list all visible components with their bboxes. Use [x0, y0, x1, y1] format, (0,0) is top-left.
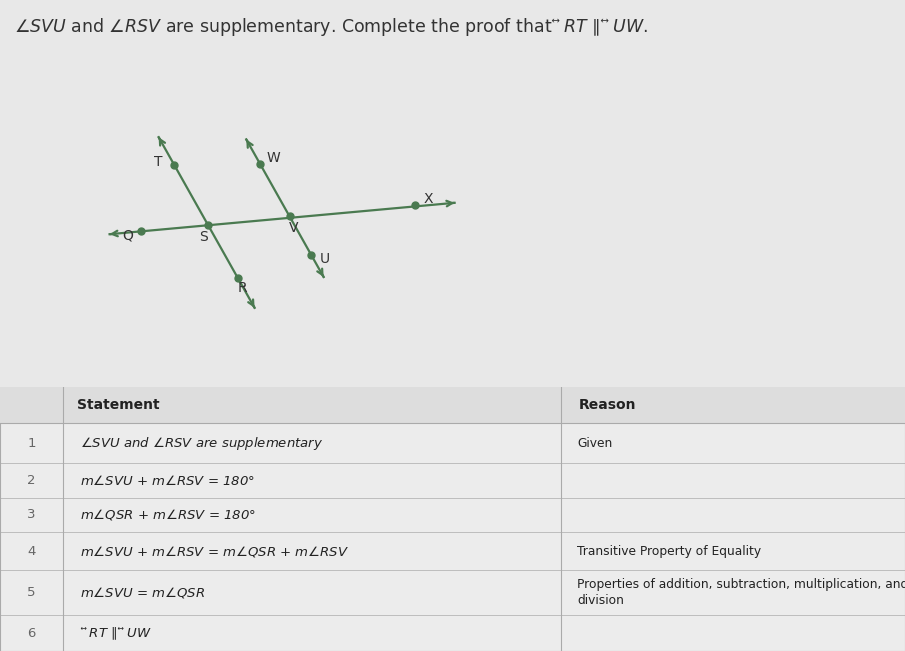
Text: T: T [154, 155, 163, 169]
Text: Given: Given [577, 437, 613, 450]
Text: S: S [199, 230, 208, 244]
Text: 2: 2 [27, 474, 36, 487]
Text: division: division [577, 594, 624, 607]
Bar [0, 387, 905, 423]
Text: 6: 6 [27, 627, 36, 640]
Text: Q: Q [122, 229, 133, 243]
Text: $m\angle$QSR + $m\angle$RSV = 180°: $m\angle$QSR + $m\angle$RSV = 180° [80, 507, 255, 522]
Text: Statement: Statement [77, 398, 159, 412]
Text: W: W [267, 151, 281, 165]
Text: 1: 1 [27, 437, 36, 450]
Text: 4: 4 [27, 545, 36, 557]
Text: X: X [424, 192, 433, 206]
Text: 5: 5 [27, 587, 36, 600]
Text: $\angle$SVU and $\angle$RSV are supplementary: $\angle$SVU and $\angle$RSV are suppleme… [80, 435, 323, 452]
Text: V: V [290, 221, 299, 235]
Text: $\angle$$SVU$ and $\angle$$RSV$ are supplementary. Complete the proof that $\ove: $\angle$$SVU$ and $\angle$$RSV$ are supp… [14, 16, 647, 38]
Text: Properties of addition, subtraction, multiplication, and: Properties of addition, subtraction, mul… [577, 578, 905, 591]
Text: $\overleftrightarrow{RT}$ ∥ $\overleftrightarrow{UW}$: $\overleftrightarrow{RT}$ ∥ $\overleftri… [80, 625, 151, 641]
Text: $m\angle$SVU = $m\angle$QSR: $m\angle$SVU = $m\angle$QSR [80, 585, 205, 600]
Text: R: R [237, 281, 247, 295]
Text: $m\angle$SVU + $m\angle$RSV = 180°: $m\angle$SVU + $m\angle$RSV = 180° [80, 473, 255, 488]
Text: U: U [319, 253, 330, 266]
Text: $m\angle$SVU + $m\angle$RSV = $m\angle$QSR + $m\angle$RSV: $m\angle$SVU + $m\angle$RSV = $m\angle$Q… [80, 544, 348, 559]
Text: Reason: Reason [579, 398, 637, 412]
Text: 3: 3 [27, 508, 36, 521]
Text: Transitive Property of Equality: Transitive Property of Equality [577, 545, 761, 557]
